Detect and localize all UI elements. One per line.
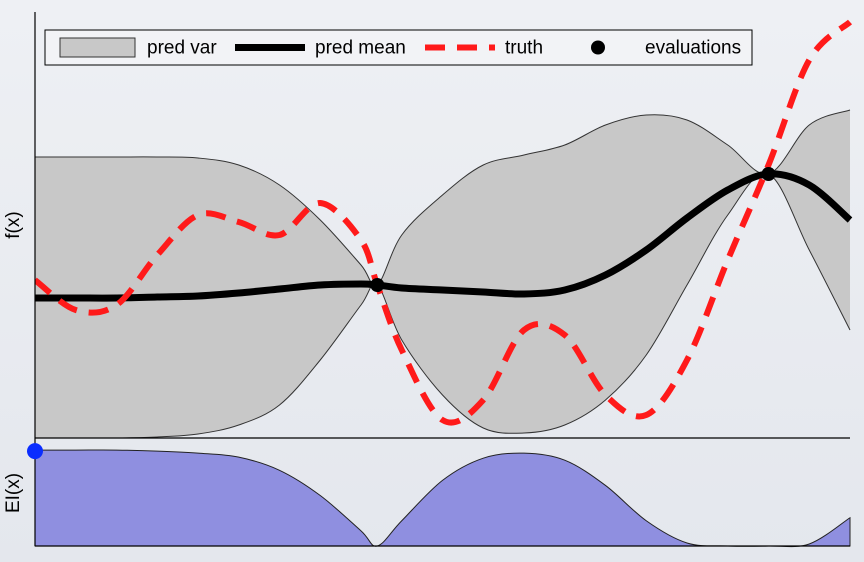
mean-line	[35, 170, 853, 302]
y-axis-label: EI(x)	[3, 473, 24, 513]
legend-label: pred var	[147, 38, 217, 59]
variance-band	[35, 110, 850, 438]
legend-label: pred mean	[315, 38, 406, 59]
legend: pred var pred mean truth evaluations	[44, 29, 753, 66]
legend-box	[44, 29, 753, 66]
legend-swatch	[59, 37, 136, 58]
f-plot	[35, 19, 853, 438]
truth-line	[35, 19, 853, 426]
legend-label: truth	[505, 38, 543, 59]
evaluation-point	[370, 278, 385, 292]
y-axis-label: f(x)	[3, 211, 24, 238]
legend-label: evaluations	[645, 38, 741, 59]
legend-swatch	[591, 40, 605, 55]
variance-upper	[35, 109, 851, 287]
evaluation-point	[761, 167, 776, 181]
selected-point	[27, 443, 43, 460]
variance-lower	[35, 172, 851, 438]
